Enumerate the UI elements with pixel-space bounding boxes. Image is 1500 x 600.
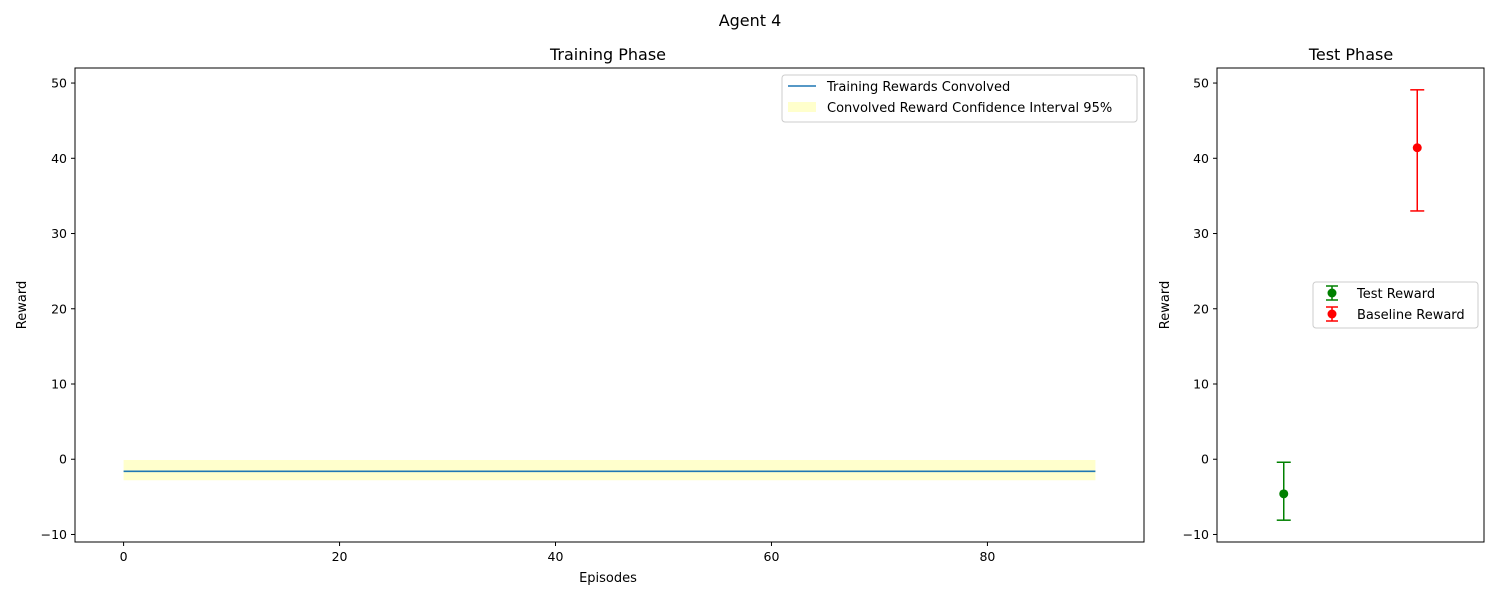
legend-marker-test-reward xyxy=(1326,285,1338,301)
y-tick-label: −10 xyxy=(41,527,67,542)
training-x-axis-label: Episodes xyxy=(579,571,637,586)
y-tick-label: 0 xyxy=(1201,452,1209,467)
legend-label-confidence-interval: Convolved Reward Confidence Interval 95% xyxy=(827,101,1112,116)
test-marks-layer xyxy=(1276,89,1425,521)
y-tick-label: 40 xyxy=(51,151,67,166)
y-tick-label: 10 xyxy=(51,377,67,392)
y-tick-label: 50 xyxy=(51,76,67,91)
confidence-band xyxy=(123,459,1096,481)
x-tick-label: 80 xyxy=(979,549,995,564)
y-tick-label: 20 xyxy=(51,301,67,316)
y-tick-label: 30 xyxy=(1193,226,1209,241)
training-x-ticks: 0 20 40 60 80 xyxy=(120,542,995,564)
test-reward-point xyxy=(1279,489,1289,499)
x-tick-label: 40 xyxy=(548,549,564,564)
training-legend-box xyxy=(781,74,1138,123)
legend-band-swatch xyxy=(788,102,816,112)
test-y-ticks: −10 0 10 20 30 40 50 xyxy=(1183,76,1217,542)
training-axes-frame xyxy=(74,67,1145,543)
y-tick-label: 10 xyxy=(1193,377,1209,392)
y-tick-label: 20 xyxy=(1193,301,1209,316)
y-tick-label: 40 xyxy=(1193,151,1209,166)
legend-label-baseline-reward: Baseline Reward xyxy=(1357,308,1465,323)
training-y-ticks: −10 0 10 20 30 40 50 xyxy=(41,76,75,542)
y-tick-label: 0 xyxy=(59,452,67,467)
training-panel: Training Phase 0 20 40 60 80 −1001020304050 … xyxy=(15,45,1145,586)
x-tick-label: 20 xyxy=(332,549,348,564)
y-tick-label: 30 xyxy=(51,226,67,241)
test-panel: Test Phase −10 0 10 20 30 40 50 Reward Test Re… xyxy=(1158,45,1485,543)
baseline-reward-point xyxy=(1412,143,1422,153)
test-legend-box xyxy=(1312,281,1479,329)
x-tick-label: 0 xyxy=(120,549,128,564)
test-legend: Test Reward Baseline Reward xyxy=(1312,281,1479,329)
training-title: Training Phase xyxy=(549,45,666,64)
y-tick-label: −10 xyxy=(1183,527,1209,542)
figure-suptitle: Agent 4 xyxy=(719,11,782,30)
x-tick-label: 60 xyxy=(764,549,780,564)
legend-marker-baseline-reward xyxy=(1326,306,1338,322)
legend-label-test-reward: Test Reward xyxy=(1356,287,1435,302)
test-title: Test Phase xyxy=(1308,45,1393,64)
y-tick-label: 50 xyxy=(1193,76,1209,91)
training-legend: Training Rewards Convolved Convolved Rew… xyxy=(781,74,1138,123)
training-y-axis-label: Reward xyxy=(15,281,30,329)
training-band-layer xyxy=(123,459,1096,481)
legend-label-training-rewards: Training Rewards Convolved xyxy=(826,80,1010,95)
test-axes-frame xyxy=(1216,67,1485,543)
test-y-axis-label: Reward xyxy=(1158,281,1173,329)
